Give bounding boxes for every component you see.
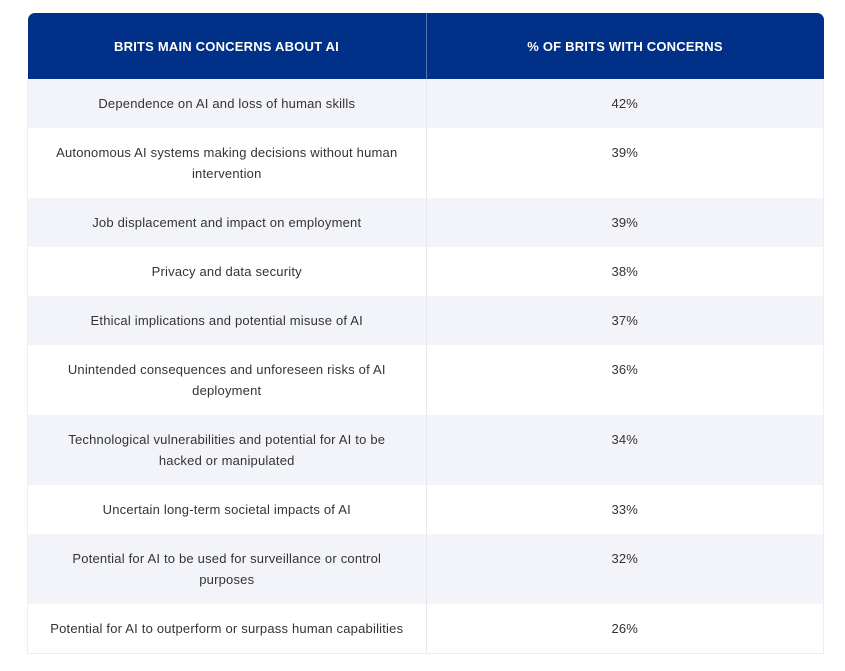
percent-cell: 36%	[426, 345, 824, 415]
concern-cell: Potential for AI to outperform or surpas…	[27, 604, 427, 654]
table-row: Job displacement and impact on employmen…	[27, 198, 824, 247]
concern-cell: Job displacement and impact on employmen…	[27, 198, 427, 247]
concern-cell: Ethical implications and potential misus…	[27, 296, 427, 345]
percent-cell: 34%	[426, 415, 824, 485]
table-row: Unintended consequences and unforeseen r…	[27, 345, 824, 415]
percent-cell: 32%	[426, 534, 824, 604]
table-row: Autonomous AI systems making decisions w…	[27, 128, 824, 198]
concern-cell: Privacy and data security	[27, 247, 427, 296]
percent-cell: 39%	[426, 128, 824, 198]
table-row: Privacy and data security 38%	[27, 247, 824, 296]
percent-cell: 39%	[426, 198, 824, 247]
percent-cell: 42%	[426, 79, 824, 128]
header-percent: % OF BRITS WITH CONCERNS	[426, 13, 824, 79]
table-row: Uncertain long-term societal impacts of …	[27, 485, 824, 534]
table-row: Technological vulnerabilities and potent…	[27, 415, 824, 485]
concern-cell: Dependence on AI and loss of human skill…	[27, 79, 427, 128]
percent-cell: 33%	[426, 485, 824, 534]
concerns-table: BRITS MAIN CONCERNS ABOUT AI % OF BRITS …	[27, 13, 824, 654]
percent-cell: 37%	[426, 296, 824, 345]
table-header-row: BRITS MAIN CONCERNS ABOUT AI % OF BRITS …	[27, 13, 824, 79]
concern-cell: Technological vulnerabilities and potent…	[27, 415, 427, 485]
concern-cell: Unintended consequences and unforeseen r…	[27, 345, 427, 415]
percent-cell: 26%	[426, 604, 824, 654]
percent-cell: 38%	[426, 247, 824, 296]
table-row: Ethical implications and potential misus…	[27, 296, 824, 345]
header-concern: BRITS MAIN CONCERNS ABOUT AI	[27, 13, 427, 79]
table-row: Potential for AI to be used for surveill…	[27, 534, 824, 604]
concern-cell: Autonomous AI systems making decisions w…	[27, 128, 427, 198]
table-row: Dependence on AI and loss of human skill…	[27, 79, 824, 128]
concerns-table-container: BRITS MAIN CONCERNS ABOUT AI % OF BRITS …	[27, 13, 824, 654]
concern-cell: Potential for AI to be used for surveill…	[27, 534, 427, 604]
concern-cell: Uncertain long-term societal impacts of …	[27, 485, 427, 534]
table-row: Potential for AI to outperform or surpas…	[27, 604, 824, 654]
